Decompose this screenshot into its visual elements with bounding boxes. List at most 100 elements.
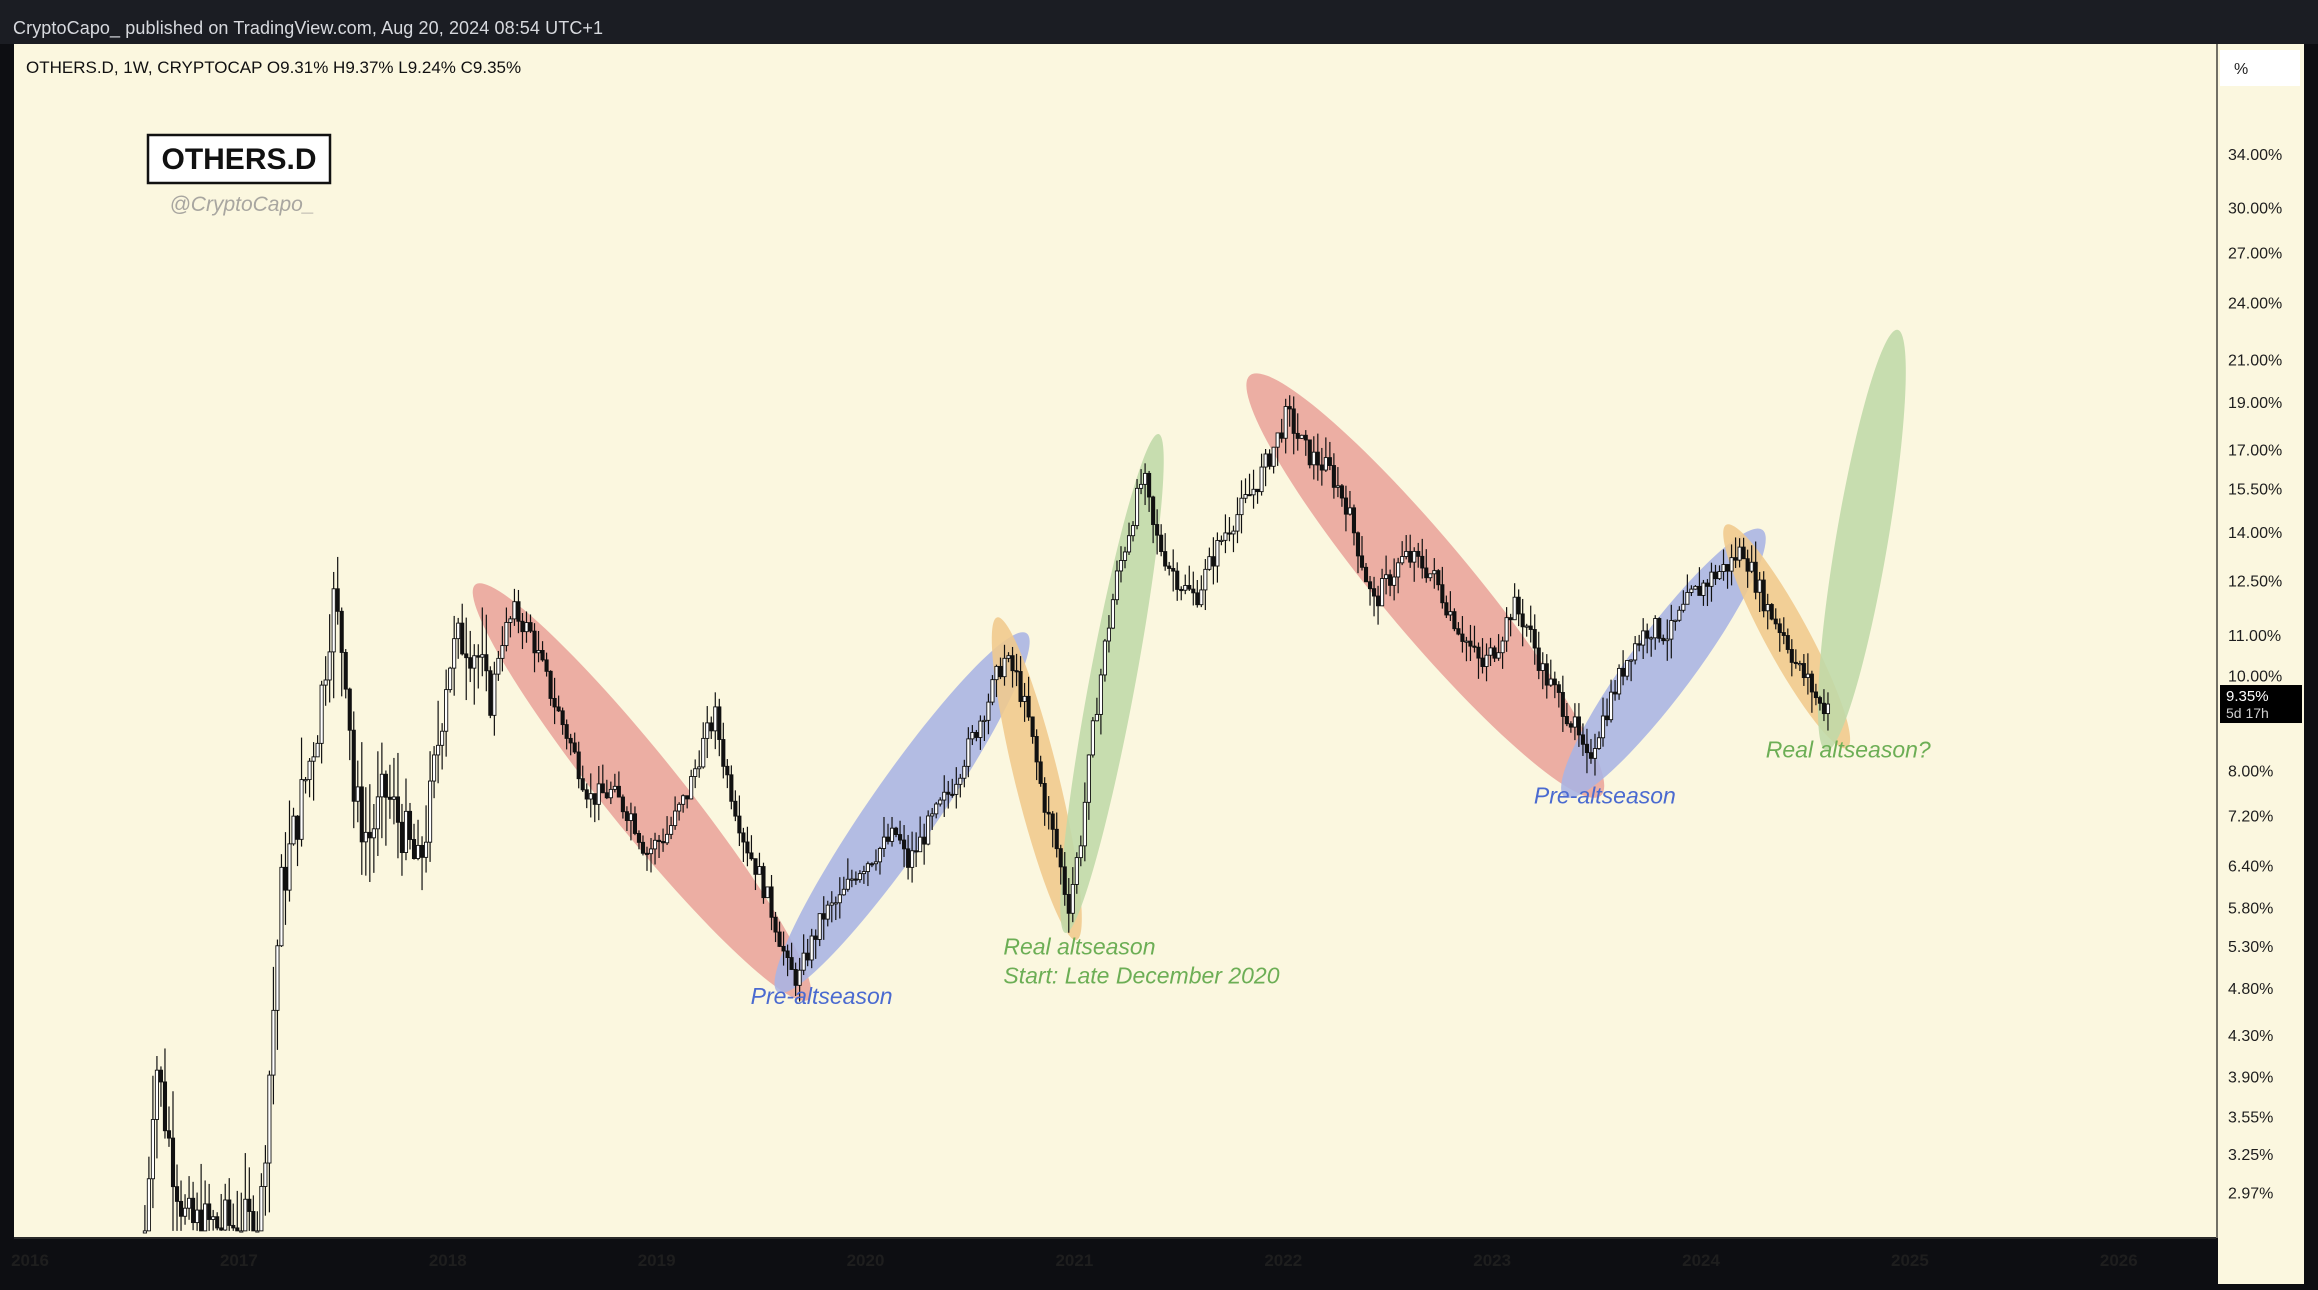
candle-body-83 xyxy=(476,655,481,658)
candle-body-96 xyxy=(528,622,533,632)
green-zone-2021 xyxy=(1060,433,1164,933)
candle-body-21 xyxy=(227,1199,232,1226)
y-tick-label-10: 11.00% xyxy=(2228,628,2281,645)
candle-body-61 xyxy=(387,796,392,800)
candle-body-251 xyxy=(1151,496,1156,525)
candle-body-207 xyxy=(974,731,979,738)
candle-body-314 xyxy=(1404,550,1409,557)
candle-body-218 xyxy=(1018,671,1023,702)
candle-body-200 xyxy=(946,791,951,795)
candle-body-174 xyxy=(841,888,846,896)
unit-box[interactable] xyxy=(2220,50,2300,86)
candle-body-361 xyxy=(1592,748,1598,759)
real-altseason-question-label: Real altseason? xyxy=(1766,736,1931,762)
candle-body-202 xyxy=(954,783,959,795)
candle-body-159 xyxy=(781,945,786,952)
candle-body-274 xyxy=(1243,494,1248,499)
candle-body-143 xyxy=(717,706,722,740)
candle-body-199 xyxy=(942,791,947,801)
candle-body-248 xyxy=(1139,483,1144,489)
unit-label: % xyxy=(2234,61,2248,78)
candle-body-351 xyxy=(1552,678,1557,686)
candle-body-335 xyxy=(1488,647,1493,656)
candle-body-263 xyxy=(1199,589,1204,606)
candle-body-59 xyxy=(379,773,384,798)
candle-body-327 xyxy=(1456,628,1461,635)
pre-altseason-2019-label: Pre-altseason xyxy=(751,983,893,1009)
candle-body-336 xyxy=(1492,647,1497,659)
candle-body-236 xyxy=(1090,720,1095,756)
candle-body-152 xyxy=(753,858,758,875)
candle-body-42 xyxy=(311,756,316,762)
price-axis-panel[interactable] xyxy=(2218,44,2304,1284)
candle-body-292 xyxy=(1315,451,1320,466)
candle-body-127 xyxy=(652,839,658,850)
candle-body-111 xyxy=(588,793,593,800)
candle-body-231 xyxy=(1070,883,1075,914)
candle-body-412 xyxy=(1797,663,1802,666)
candle-body-102 xyxy=(552,697,557,708)
candle-body-90 xyxy=(504,621,509,647)
candle-body-393 xyxy=(1721,564,1726,572)
candle-body-245 xyxy=(1126,535,1132,553)
candle-body-320 xyxy=(1428,573,1433,579)
candle-body-307 xyxy=(1376,595,1381,607)
zones-layer xyxy=(472,329,1906,1001)
candle-body-37 xyxy=(291,815,296,845)
candle-body-306 xyxy=(1372,588,1377,597)
candle-body-368 xyxy=(1621,667,1626,677)
candle-body-269 xyxy=(1223,532,1228,541)
candle-body-36 xyxy=(287,843,292,891)
candle-body-149 xyxy=(741,832,746,843)
candle-body-97 xyxy=(532,630,537,654)
candle-body-73 xyxy=(436,744,441,756)
candle-body-189 xyxy=(902,839,907,850)
y-tick-label-6: 17.00% xyxy=(2228,442,2282,459)
candle-body-334 xyxy=(1484,654,1489,667)
candle-body-271 xyxy=(1231,530,1236,535)
candle-body-214 xyxy=(1002,657,1007,678)
candle-body-204 xyxy=(962,765,967,779)
candle-body-401 xyxy=(1753,561,1758,593)
candle-body-215 xyxy=(1006,655,1011,659)
candle-body-300 xyxy=(1347,507,1353,515)
candle-body-246 xyxy=(1130,525,1136,537)
x-tick-label-10: 2026 xyxy=(2100,1251,2138,1270)
candle-body-184 xyxy=(881,836,887,849)
candle-body-262 xyxy=(1195,592,1200,606)
candle-body-4 xyxy=(158,1069,164,1083)
y-tick-label-12: 8.00% xyxy=(2228,763,2273,780)
candle-body-89 xyxy=(500,645,505,659)
candle-body-126 xyxy=(648,848,654,855)
candle-body-17 xyxy=(211,1216,216,1220)
candle-body-260 xyxy=(1187,585,1192,590)
candle-body-99 xyxy=(540,650,545,661)
candle-body-302 xyxy=(1355,532,1361,557)
candle-body-404 xyxy=(1765,604,1770,612)
candle-body-138 xyxy=(697,766,702,770)
candle-body-182 xyxy=(873,861,879,865)
candle-body-267 xyxy=(1215,540,1220,567)
candle-body-341 xyxy=(1512,596,1517,621)
candle-body-324 xyxy=(1444,602,1449,616)
candle-body-264 xyxy=(1203,568,1208,591)
candle-body-356 xyxy=(1572,716,1577,728)
candle-body-371 xyxy=(1633,643,1638,661)
candle-body-350 xyxy=(1548,678,1553,686)
candle-body-298 xyxy=(1339,485,1344,499)
candle-body-115 xyxy=(604,792,609,799)
candle-body-16 xyxy=(207,1203,212,1220)
last-price-tag xyxy=(2220,685,2302,724)
candle-body-2 xyxy=(150,1119,155,1180)
y-tick-label-17: 4.80% xyxy=(2228,981,2273,998)
candle-body-48 xyxy=(335,588,340,612)
candle-body-347 xyxy=(1536,647,1541,671)
candle-body-410 xyxy=(1789,649,1794,663)
candle-body-230 xyxy=(1066,894,1071,914)
candle-body-310 xyxy=(1388,574,1393,586)
candle-body-318 xyxy=(1420,555,1425,569)
candle-body-133 xyxy=(677,803,682,812)
candle-body-78 xyxy=(456,622,461,640)
symbol-legend[interactable]: OTHERS.D, 1W, CRYPTOCAP O9.31% H9.37% L9… xyxy=(26,58,521,77)
candle-body-54 xyxy=(359,786,364,843)
